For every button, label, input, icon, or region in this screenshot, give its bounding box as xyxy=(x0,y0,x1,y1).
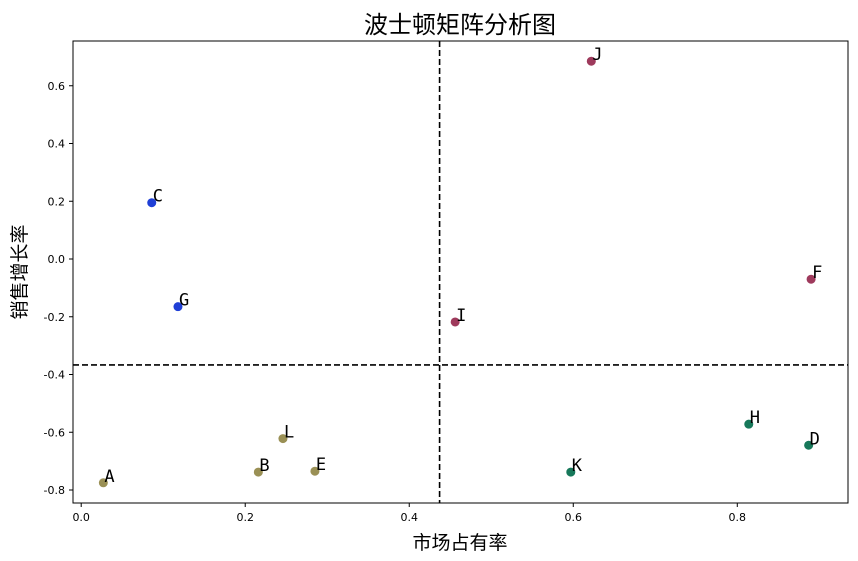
plot-area: 0.0 0.2 0.4 0.6 0.8 -0.8 -0.6 -0.4 -0.2 0.0 0.2 0.4… xyxy=(44,40,849,524)
data-point xyxy=(450,317,460,327)
data-point xyxy=(806,274,816,284)
chart-title: 波士顿矩阵分析图 xyxy=(364,11,556,39)
y-tick-label: 0.4 xyxy=(48,138,66,151)
data-point-label: K xyxy=(572,456,583,476)
x-tick-label: 0.8 xyxy=(729,511,747,524)
data-point xyxy=(278,434,288,444)
y-tick-label: -0.6 xyxy=(44,426,65,439)
data-point-label: F xyxy=(812,263,822,283)
data-point-label: L xyxy=(284,423,294,443)
data-point xyxy=(173,302,183,312)
data-point xyxy=(310,466,320,476)
plot-frame xyxy=(72,40,849,504)
y-tick-label: -0.8 xyxy=(44,484,65,497)
data-point-label: C xyxy=(153,187,163,207)
data-point xyxy=(744,419,754,429)
y-tick-label: -0.2 xyxy=(44,311,65,324)
y-tick-label: -0.4 xyxy=(44,369,65,382)
data-point-label: E xyxy=(316,455,326,475)
data-point-label: I xyxy=(456,306,466,326)
data-point xyxy=(147,198,157,208)
y-tick-label: 0.0 xyxy=(48,253,66,266)
data-point xyxy=(586,56,596,66)
x-tick-label: 0.2 xyxy=(236,511,254,524)
data-point-label: B xyxy=(259,456,269,476)
data-point-label: D xyxy=(810,429,820,449)
data-point-label: J xyxy=(592,45,602,65)
y-tick-label: 0.6 xyxy=(48,80,66,93)
data-point xyxy=(804,440,814,450)
x-axis-label: 市场占有率 xyxy=(412,532,507,554)
x-tick-label: 0.6 xyxy=(565,511,583,524)
data-point xyxy=(98,478,108,488)
data-point xyxy=(566,467,576,477)
data-point xyxy=(253,467,263,477)
data-point-label: G xyxy=(179,291,189,311)
y-tick-label: 0.2 xyxy=(48,195,66,208)
data-point-label: A xyxy=(104,467,114,487)
data-point-label: H xyxy=(750,408,760,428)
y-axis-label: 销售增长率 xyxy=(9,224,31,319)
x-tick-label: 0.0 xyxy=(72,511,90,524)
x-tick-label: 0.4 xyxy=(400,511,418,524)
